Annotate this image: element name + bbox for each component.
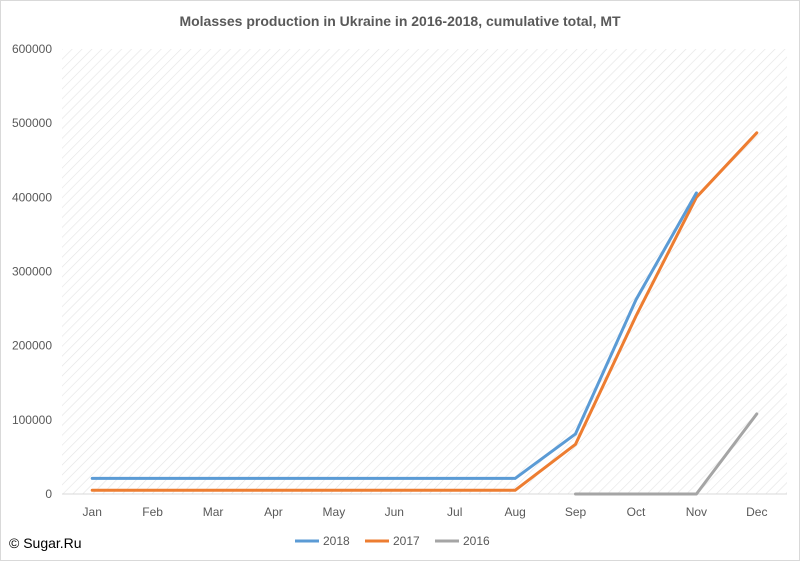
x-tick-label: Jul: [447, 505, 462, 519]
legend-label-2018: 2018: [323, 534, 350, 548]
x-tick-label: Oct: [627, 505, 646, 519]
y-tick-label: 0: [45, 487, 52, 501]
series-line-2016: [574, 412, 759, 496]
legend-label-2016: 2016: [463, 534, 490, 548]
series-layer: [90, 131, 759, 496]
x-tick-label: Aug: [504, 505, 525, 519]
x-tick-label: Nov: [686, 505, 707, 519]
legend-label-2017: 2017: [393, 534, 420, 548]
y-tick-label: 100000: [12, 413, 52, 427]
chart-title: Molasses production in Ukraine in 2016-2…: [179, 13, 621, 29]
x-tick-label: Sep: [565, 505, 587, 519]
x-tick-label: May: [323, 505, 346, 519]
x-tick-label: Feb: [142, 505, 163, 519]
y-axis: 0 100000 200000 300000 400000 500000 600000: [12, 42, 52, 501]
x-tick-label: Mar: [203, 505, 224, 519]
x-axis: Jan Feb Mar Apr May Jun Jul Aug Sep Oct Nov Dec: [83, 505, 768, 519]
y-tick-label: 600000: [12, 42, 52, 56]
y-tick-label: 400000: [12, 190, 52, 204]
x-tick-label: Jan: [83, 505, 102, 519]
y-tick-label: 500000: [12, 116, 52, 130]
y-tick-label: 300000: [12, 265, 52, 279]
legend: 2018 2017 2016: [295, 534, 490, 548]
y-tick-label: 200000: [12, 339, 52, 353]
series-line-2017: [90, 131, 759, 492]
plot-area: [62, 49, 787, 494]
x-tick-label: Jun: [385, 505, 404, 519]
series-line-2018: [90, 191, 698, 480]
x-tick-label: Dec: [746, 505, 767, 519]
x-tick-label: Apr: [264, 505, 283, 519]
copyright-text: © Sugar.Ru: [9, 535, 82, 551]
